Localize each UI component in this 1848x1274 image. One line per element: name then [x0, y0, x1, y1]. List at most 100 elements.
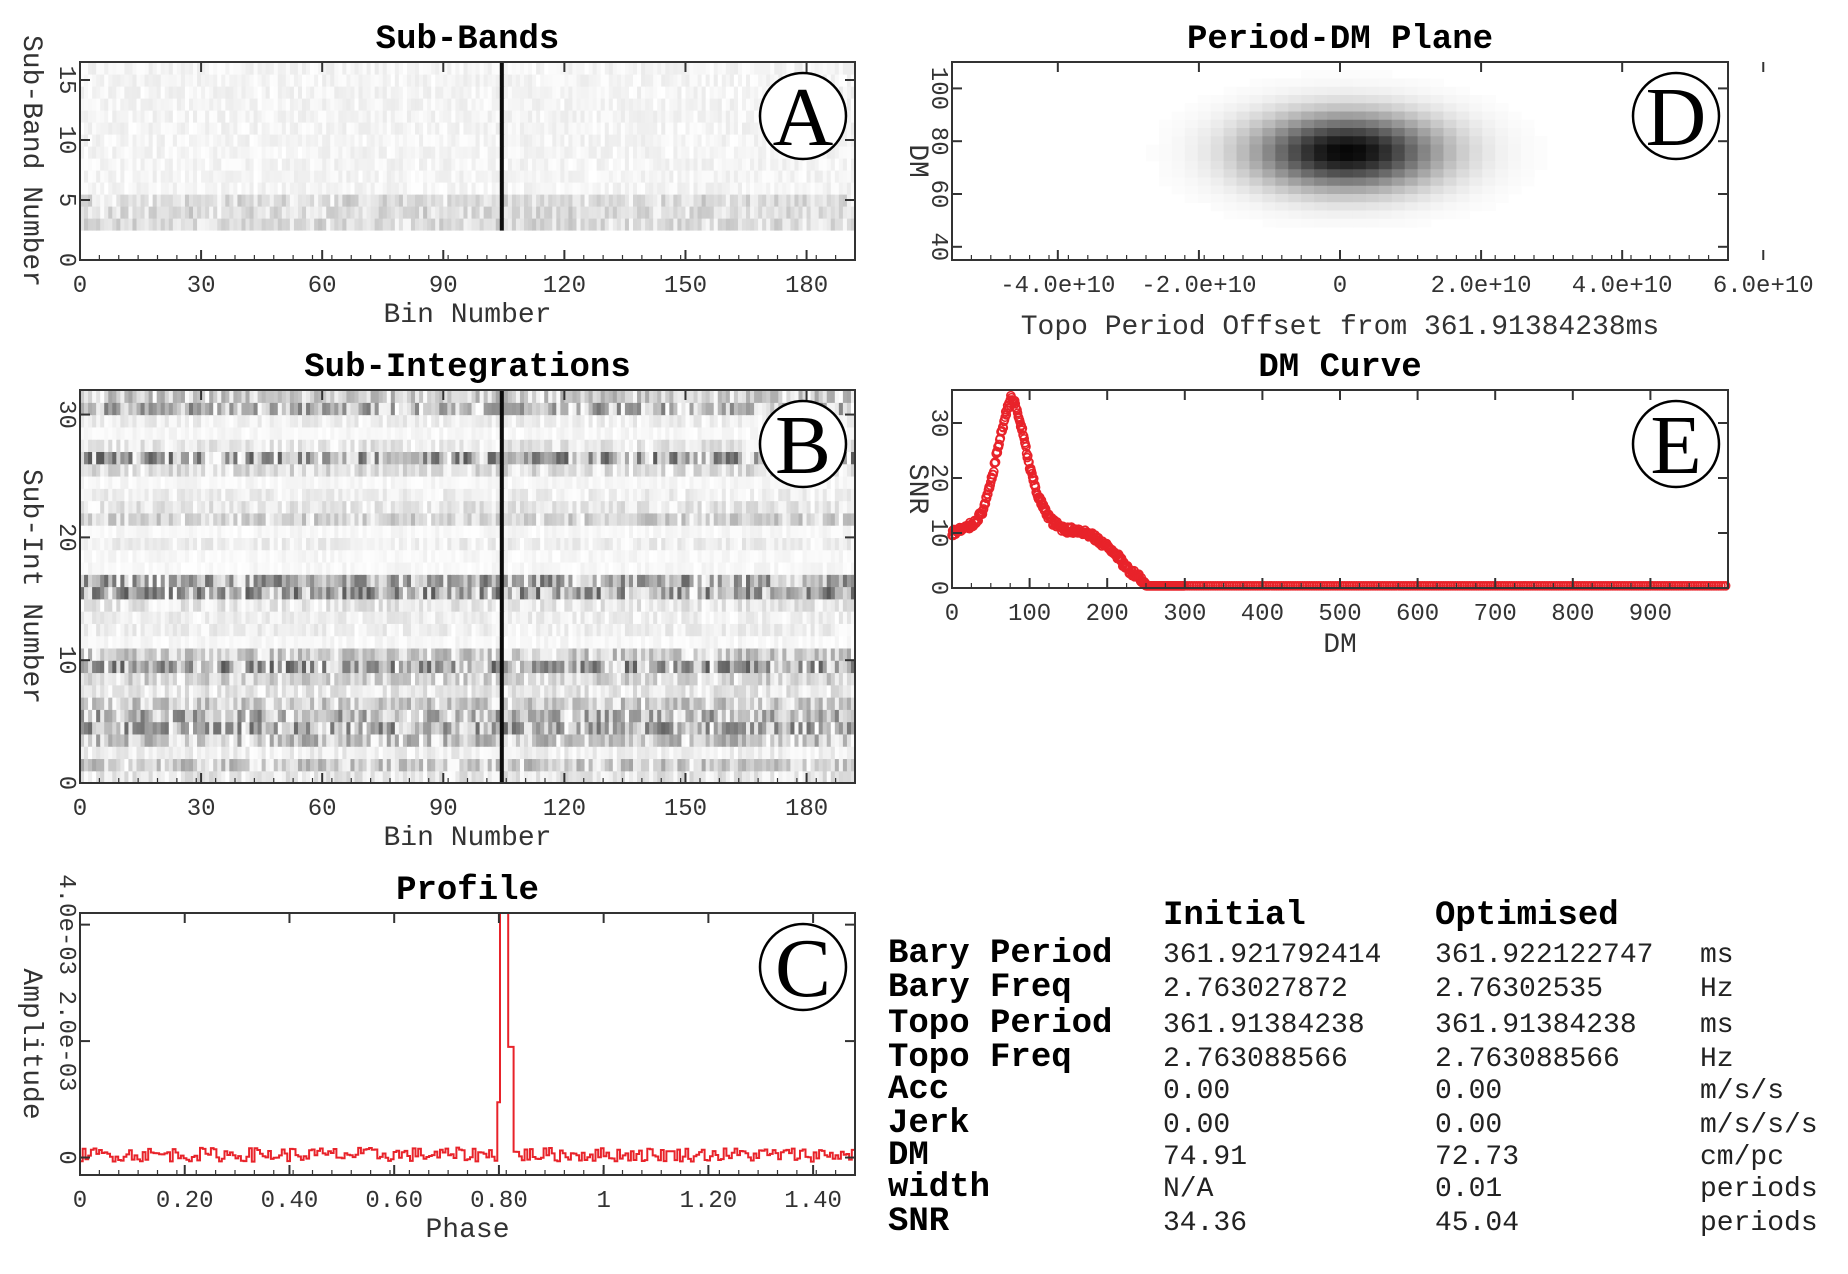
subbands-cell: [350, 122, 356, 135]
subbands-cell: [584, 134, 590, 147]
subbands-cell: [80, 218, 85, 231]
subbands-cell: [592, 98, 598, 111]
subints-cell: [415, 733, 420, 747]
subbands-cell: [507, 86, 513, 99]
subbands-cell: [96, 74, 101, 87]
subbands-cell: [600, 134, 606, 147]
subints-cell: [556, 709, 561, 723]
subints-cell: [310, 709, 315, 723]
subints-cell: [249, 721, 255, 735]
subbands-cell: [435, 98, 440, 111]
subints-cell: [164, 672, 170, 686]
subbands-cell: [741, 134, 747, 147]
subbands-cell: [721, 98, 727, 111]
subbands-cell: [729, 74, 735, 87]
subbands-cell: [685, 206, 691, 219]
subbands-xtick-label: 150: [664, 273, 707, 300]
subints-cell: [423, 660, 428, 674]
subbands-cell: [802, 182, 808, 195]
subints-cell: [128, 684, 134, 698]
subbands-cell: [144, 194, 150, 207]
subbands-cell: [140, 134, 146, 147]
subints-cell: [782, 721, 787, 735]
subints-cell: [463, 746, 469, 760]
subints-cell: [750, 672, 755, 686]
subbands-cell: [499, 218, 505, 231]
subints-cell: [592, 721, 598, 735]
subbands-cell: [193, 194, 198, 207]
subbands-cell: [322, 122, 327, 135]
subints-cell: [116, 672, 121, 686]
subbands-cell: [221, 134, 226, 147]
subints-cell: [657, 758, 662, 772]
subints-cell: [80, 684, 85, 698]
subints-cell: [326, 770, 331, 784]
subbands-cell: [132, 122, 138, 135]
subbands-cell: [628, 86, 634, 99]
subbands-cell: [148, 134, 154, 147]
subbands-cell: [184, 170, 190, 183]
subints-cell: [596, 733, 602, 747]
subbands-cell: [568, 218, 574, 231]
subints-cell: [362, 770, 368, 784]
subbands-cell: [326, 134, 331, 147]
subints-cell: [80, 672, 85, 686]
subbands-cell: [701, 122, 707, 135]
subbands-cell: [491, 62, 497, 75]
subbands-cell: [148, 146, 154, 159]
subbands-cell: [193, 86, 198, 99]
subbands-cell: [358, 218, 364, 231]
subints-cell: [370, 684, 376, 698]
subbands-cell: [540, 134, 545, 147]
subints-cell: [168, 647, 174, 661]
subbands-badge-letter: A: [773, 71, 834, 164]
subints-cell: [184, 647, 190, 661]
subints-cell: [144, 733, 150, 747]
subints-cell: [128, 647, 134, 661]
subints-cell: [548, 733, 553, 747]
subints-cell: [519, 746, 525, 760]
subbands-cell: [536, 218, 541, 231]
subints-cell: [180, 647, 186, 661]
subbands-cell: [398, 110, 404, 123]
subbands-cell: [524, 218, 529, 231]
subbands-cell: [390, 86, 396, 99]
subbands-cell: [439, 74, 444, 87]
subints-cell: [172, 758, 178, 772]
subints-cell: [193, 635, 198, 649]
subbands-cell: [620, 170, 626, 183]
subbands-cell: [172, 86, 178, 99]
subints-cell: [846, 697, 852, 710]
subints-cell: [116, 733, 121, 747]
subbands-cell: [253, 74, 259, 87]
subints-cell: [733, 684, 739, 698]
subints-cell: [423, 684, 428, 698]
subints-cell: [132, 660, 138, 674]
subints-cell: [136, 672, 142, 686]
subbands-cell: [600, 182, 606, 195]
subbands-cell: [314, 86, 319, 99]
subints-cell: [164, 758, 170, 772]
subbands-cell: [451, 218, 456, 231]
subints-cell: [362, 709, 368, 723]
subints-cell: [269, 697, 275, 710]
subbands-cell: [826, 170, 832, 183]
subints-cell: [495, 660, 501, 674]
subints-cell: [358, 733, 364, 747]
subbands-cell: [552, 110, 557, 123]
subbands-cell: [661, 170, 666, 183]
subbands-cell: [354, 62, 360, 75]
subints-cell: [197, 746, 202, 760]
subints-cell: [798, 660, 804, 674]
subints-cell: [225, 721, 230, 735]
subints-cell: [172, 635, 178, 649]
subbands-cell: [390, 206, 396, 219]
subbands-cell: [338, 110, 343, 123]
subbands-cell: [314, 98, 319, 111]
subbands-cell: [374, 218, 380, 231]
subbands-cell: [842, 206, 848, 219]
subbands-cell: [289, 134, 295, 147]
subbands-cell: [556, 146, 561, 159]
subbands-cell: [552, 146, 557, 159]
subints-cell: [560, 660, 565, 674]
